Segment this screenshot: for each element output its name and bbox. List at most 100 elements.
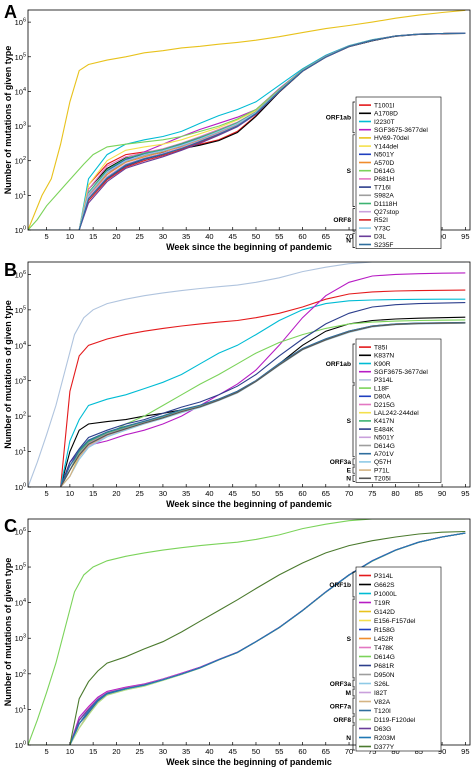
legend-entry: T205I bbox=[374, 476, 391, 483]
panel-label: C bbox=[4, 516, 17, 536]
legend: P314L G662S P1000L T19R G142D E156-F157del R15… bbox=[329, 566, 442, 752]
x-tick-label: 10 bbox=[66, 747, 74, 756]
legend-entry: E156-F157del bbox=[374, 618, 416, 625]
legend-entry: E484K bbox=[374, 426, 394, 433]
x-tick-label: 40 bbox=[205, 232, 213, 241]
legend-group-label: N bbox=[346, 238, 351, 245]
legend-entry: A570D bbox=[374, 160, 394, 167]
legend-entry: D614G bbox=[374, 443, 395, 450]
y-tick-exponent: 1 bbox=[23, 191, 26, 197]
legend-entry: P314L bbox=[374, 377, 393, 384]
x-tick-label: 95 bbox=[461, 232, 469, 241]
legend-group-label: ORF1ab bbox=[326, 115, 351, 122]
legend-entry: P314L bbox=[374, 573, 393, 580]
legend-entry: K837N bbox=[374, 353, 394, 360]
x-tick-label: 50 bbox=[252, 747, 260, 756]
y-tick-base: 10 bbox=[15, 563, 23, 572]
y-tick-exponent: 4 bbox=[23, 598, 26, 604]
y-tick-base: 10 bbox=[15, 377, 23, 386]
x-tick-label: 95 bbox=[461, 489, 469, 498]
y-tick-base: 10 bbox=[15, 527, 23, 536]
legend-entry: D3L bbox=[374, 234, 386, 241]
legend-group-bracket bbox=[352, 571, 355, 598]
y-tick-label: 106 bbox=[15, 270, 26, 280]
legend-entry: A701V bbox=[374, 451, 394, 458]
y-tick-exponent: 0 bbox=[23, 226, 26, 232]
y-tick-label: 104 bbox=[15, 598, 26, 608]
y-tick-exponent: 1 bbox=[23, 705, 26, 711]
legend-group-label: S bbox=[347, 636, 352, 643]
y-tick-base: 10 bbox=[15, 412, 23, 421]
x-tick-label: 85 bbox=[415, 747, 423, 756]
x-tick-label: 10 bbox=[66, 489, 74, 498]
legend-group-bracket bbox=[352, 466, 355, 474]
x-tick-label: 15 bbox=[89, 747, 97, 756]
legend-entry: V82A bbox=[374, 699, 391, 706]
x-tick-label: 55 bbox=[275, 747, 283, 756]
y-tick-base: 10 bbox=[15, 157, 23, 166]
y-tick-exponent: 5 bbox=[23, 563, 26, 569]
legend-entry: T19R bbox=[374, 600, 390, 607]
legend-entry: N501Y bbox=[374, 152, 395, 159]
y-tick-label: 105 bbox=[15, 52, 26, 62]
legend-entry: L452R bbox=[374, 636, 394, 643]
legend-group-bracket bbox=[352, 715, 355, 724]
y-tick-label: 104 bbox=[15, 341, 26, 351]
y-tick-exponent: 4 bbox=[23, 87, 26, 93]
y-tick-label: 105 bbox=[15, 305, 26, 315]
y-axis-label: Number of mutations of given type bbox=[3, 558, 13, 707]
x-tick-label: 35 bbox=[182, 747, 190, 756]
legend-entry: R52I bbox=[374, 217, 388, 224]
legend-entry: T120I bbox=[374, 708, 391, 715]
legend-entry: T716I bbox=[374, 184, 391, 191]
y-tick-base: 10 bbox=[15, 87, 23, 96]
legend-group-bracket bbox=[352, 688, 355, 697]
y-tick-label: 102 bbox=[15, 412, 26, 422]
series-line-hv69-70del bbox=[28, 10, 466, 230]
chart-panel-c: C5 10 15 20 25 30 35 40 45 50 55 60 65 70 75 80 85 90 9510… bbox=[3, 516, 471, 767]
y-tick-label: 102 bbox=[15, 156, 26, 166]
legend-entry: Y144del bbox=[374, 143, 399, 150]
legend-entry: D1118H bbox=[374, 201, 397, 208]
x-tick-label: 50 bbox=[252, 489, 260, 498]
x-tick-label: 85 bbox=[415, 489, 423, 498]
axes-frame bbox=[27, 261, 471, 488]
x-axis-label: Week since the beginning of pandemic bbox=[166, 757, 332, 767]
series-group bbox=[28, 10, 466, 230]
y-tick-base: 10 bbox=[15, 448, 23, 457]
legend-group-label: ORF7a bbox=[330, 703, 352, 710]
x-tick-label: 15 bbox=[89, 232, 97, 241]
y-tick-base: 10 bbox=[15, 191, 23, 200]
legend-entry: D119-F120del bbox=[374, 717, 416, 724]
y-tick-base: 10 bbox=[15, 599, 23, 608]
x-tick-label: 55 bbox=[275, 489, 283, 498]
legend-group-bracket bbox=[352, 343, 355, 384]
x-tick-label: 40 bbox=[205, 747, 213, 756]
legend-entry: P1000L bbox=[374, 591, 397, 598]
legend-group-label: ORF1b bbox=[329, 582, 351, 589]
y-axis-label: Number of mutations of given type bbox=[3, 300, 13, 449]
legend-entry: D215G bbox=[374, 402, 395, 409]
x-tick-label: 20 bbox=[112, 747, 120, 756]
x-tick-label: 10 bbox=[66, 232, 74, 241]
legend-entry: L18F bbox=[374, 385, 389, 392]
x-tick-label: 20 bbox=[112, 232, 120, 241]
legend-group-bracket bbox=[352, 474, 355, 482]
x-tick-label: 45 bbox=[229, 747, 237, 756]
legend-entry: T85I bbox=[374, 344, 387, 351]
y-tick-base: 10 bbox=[15, 18, 23, 27]
x-tick-label: 70 bbox=[345, 489, 353, 498]
legend-entry: K417N bbox=[374, 418, 394, 425]
x-tick-label: 90 bbox=[438, 232, 446, 241]
legend-entry: A1708D bbox=[374, 111, 398, 118]
y-tick-base: 10 bbox=[15, 53, 23, 62]
legend-group-label: ORF3a bbox=[330, 681, 352, 688]
legend-entry: S26L bbox=[374, 681, 390, 688]
legend-group-label: M bbox=[346, 690, 352, 697]
y-tick-label: 101 bbox=[15, 191, 26, 201]
legend-entry: LAL242-244del bbox=[374, 410, 419, 417]
legend-entry: T1001I bbox=[374, 102, 395, 109]
legend-entry: P681R bbox=[374, 663, 394, 670]
legend-entry: D80A bbox=[374, 394, 391, 401]
axes-frame bbox=[27, 9, 471, 231]
